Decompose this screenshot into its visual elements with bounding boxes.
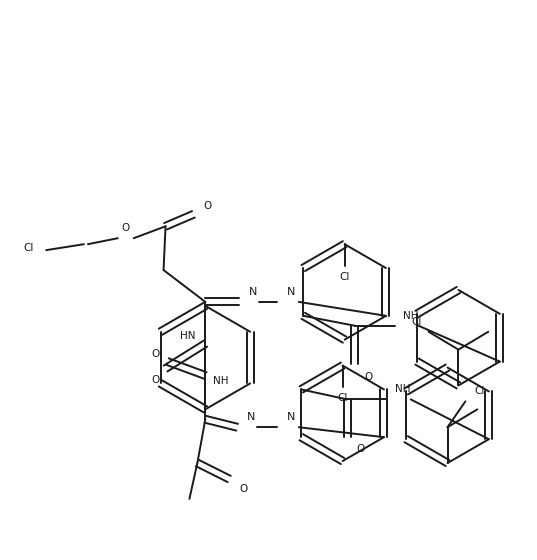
Text: O: O <box>203 202 212 211</box>
Text: N: N <box>247 412 255 422</box>
Text: O: O <box>151 349 159 358</box>
Text: HN: HN <box>180 331 195 340</box>
Text: NH: NH <box>214 376 229 386</box>
Text: NH: NH <box>395 384 410 394</box>
Text: Cl: Cl <box>474 386 484 396</box>
Text: O: O <box>121 223 130 234</box>
Text: Cl: Cl <box>339 272 350 282</box>
Text: N: N <box>249 287 257 297</box>
Text: N: N <box>287 412 295 422</box>
Text: Cl: Cl <box>337 393 348 403</box>
Text: NH: NH <box>403 311 418 321</box>
Text: O: O <box>151 375 159 385</box>
Text: N: N <box>287 287 295 297</box>
Text: O: O <box>239 484 247 494</box>
Text: Cl: Cl <box>23 243 33 253</box>
Text: O: O <box>357 444 365 454</box>
Text: O: O <box>365 372 373 382</box>
Text: Cl: Cl <box>411 317 422 327</box>
